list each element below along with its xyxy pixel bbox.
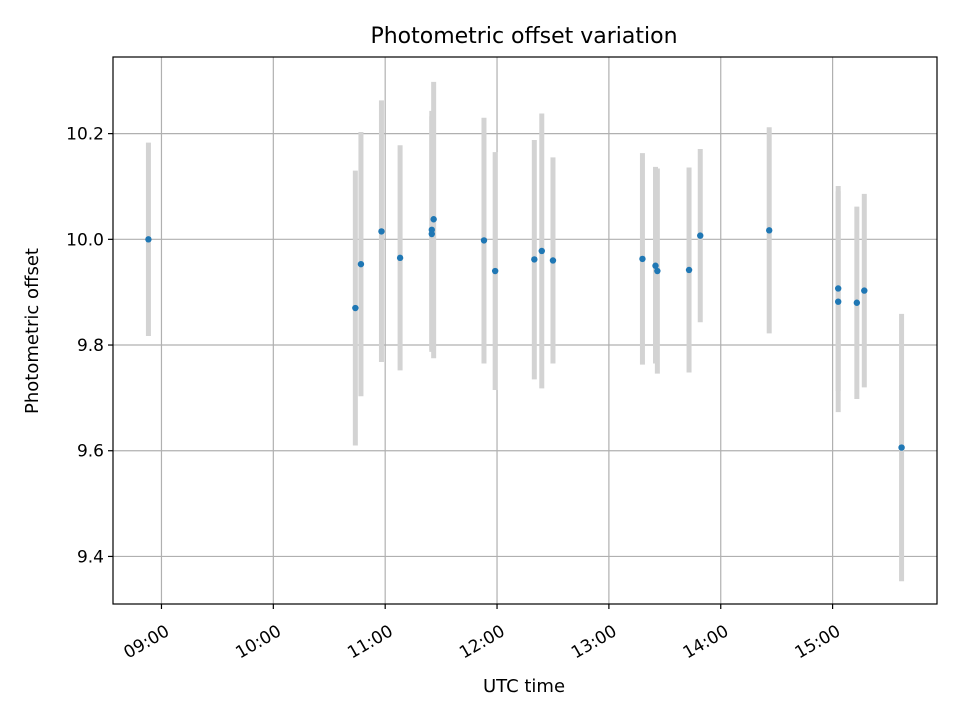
data-point bbox=[898, 444, 905, 451]
data-point bbox=[145, 236, 152, 243]
data-point bbox=[834, 285, 842, 292]
plot-frame bbox=[112, 56, 938, 605]
y-axis-label: Photometric offset bbox=[22, 248, 43, 414]
point-layer bbox=[145, 216, 905, 451]
data-point bbox=[357, 260, 365, 268]
data-point bbox=[652, 262, 659, 269]
grid-layer bbox=[113, 57, 937, 604]
data-point bbox=[861, 287, 868, 294]
data-point bbox=[491, 267, 499, 275]
data-point bbox=[639, 255, 646, 263]
y-tick-label: 9.8 bbox=[77, 336, 104, 356]
x-axis-label: UTC time bbox=[483, 676, 565, 697]
data-point bbox=[352, 304, 359, 312]
data-point bbox=[685, 266, 693, 274]
data-point bbox=[654, 267, 661, 275]
data-point bbox=[853, 299, 861, 306]
data-point bbox=[428, 230, 435, 238]
chart-title: Photometric offset variation bbox=[370, 24, 677, 49]
y-tick-label: 9.4 bbox=[77, 547, 104, 567]
data-point bbox=[538, 247, 545, 255]
y-tick-label: 9.6 bbox=[77, 442, 104, 462]
data-point bbox=[396, 254, 404, 262]
data-point bbox=[697, 232, 704, 239]
y-tick-label: 10.2 bbox=[66, 125, 104, 145]
data-point bbox=[834, 298, 842, 305]
data-point bbox=[430, 216, 437, 223]
y-tick-label: 10.0 bbox=[66, 230, 104, 250]
data-point bbox=[549, 257, 557, 264]
data-point bbox=[766, 227, 773, 234]
data-point bbox=[378, 228, 385, 235]
data-point bbox=[531, 256, 538, 263]
data-point bbox=[480, 237, 488, 244]
